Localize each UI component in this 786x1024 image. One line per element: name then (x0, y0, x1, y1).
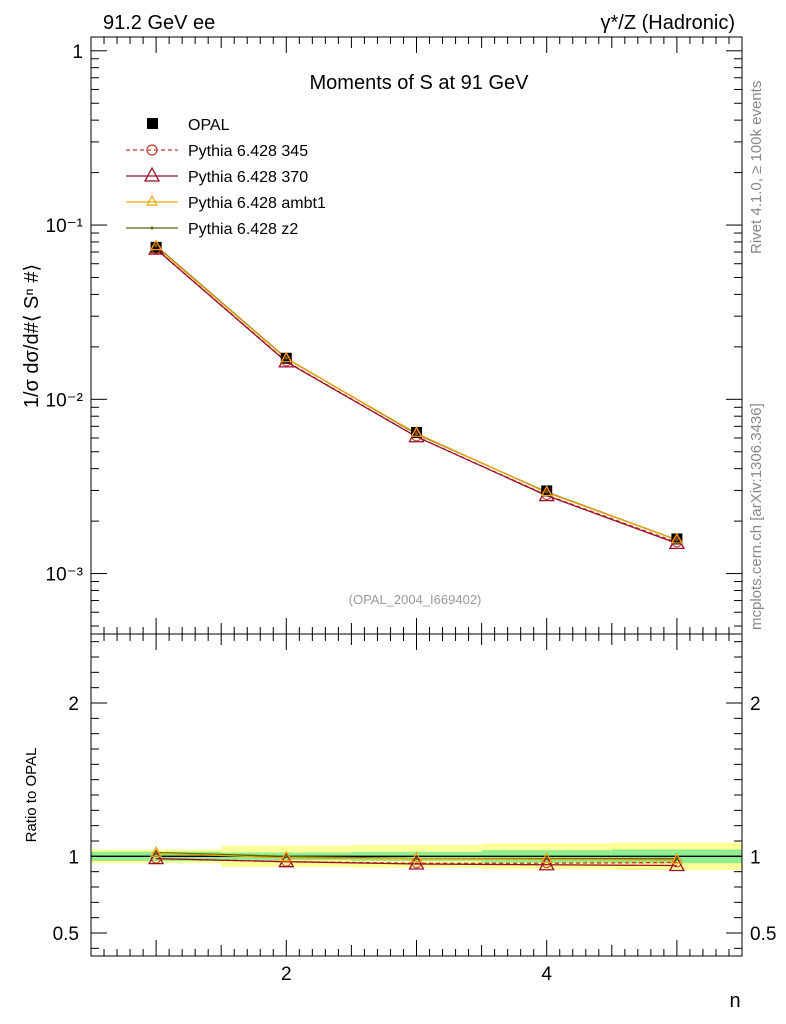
legend-item-p345: Pythia 6.428 345 (126, 143, 308, 160)
ratio-z2-point (415, 857, 418, 861)
legend-label-ambt1: Pythia 6.428 ambt1 (188, 195, 326, 212)
header-right: γ*/Z (Hadronic) (601, 12, 735, 34)
header-left: 91.2 GeV ee (103, 12, 215, 34)
legend: OPAL Pythia 6.428 345 Pythia 6.428 370 P… (126, 117, 326, 238)
ratio-y-tick-label-right: 2 (750, 694, 761, 715)
series-line-ambt1 (155, 246, 678, 541)
ratio-ambt1-point (540, 852, 553, 864)
ratio-y-tick-label-right: 1 (750, 847, 761, 868)
ambt1-point (410, 426, 423, 437)
ratio-p370-point (148, 849, 165, 865)
ratio-z2-point (675, 857, 679, 861)
ratio-y-tick-label: 0.5 (53, 924, 79, 945)
ratio-panel: 0.5 0.5 1 1 2 2 2 4 Ratio to OPAL n (23, 633, 776, 1012)
legend-label-z2: Pythia 6.428 z2 (188, 221, 298, 238)
x-tick-label: 2 (281, 964, 292, 985)
legend-marker-p345 (146, 144, 158, 156)
ratio-ambt1-point (280, 850, 293, 862)
x-axis-label: n (729, 990, 740, 1012)
legend-marker-ambt1 (145, 194, 159, 206)
ratio-p370-point (408, 854, 425, 870)
p370-point (408, 427, 425, 443)
legend-item-ambt1: Pythia 6.428 ambt1 (126, 194, 326, 212)
legend-item-z2: Pythia 6.428 z2 (126, 221, 298, 238)
ratio-p370-point (278, 852, 295, 868)
z2-point (415, 432, 418, 436)
ratio-frame (90, 633, 743, 957)
opal-point (150, 241, 162, 253)
rivet-label: Rivet 4.1.0, ≥ 100k events (748, 81, 765, 254)
p370-point (538, 486, 555, 502)
legend-item-opal: OPAL (147, 117, 230, 134)
main-y-tick-label: 10⁻¹ (46, 216, 84, 237)
watermark: (OPAL_2004_I669402) (349, 592, 482, 607)
ratio-y-tick-label: 2 (68, 694, 79, 715)
ratio-z2-point (545, 857, 549, 861)
ratio-z2-point (284, 854, 288, 858)
z2-point (545, 490, 549, 494)
z2-point (154, 244, 158, 248)
legend-marker-p370 (143, 166, 161, 182)
ratio-ambt1-point (670, 852, 683, 864)
legend-label-opal: OPAL (188, 117, 230, 134)
legend-label-p370: Pythia 6.428 370 (188, 169, 308, 186)
legend-marker-z2 (150, 226, 154, 230)
p370-point (668, 534, 685, 550)
x-tick-label: 4 (541, 964, 552, 985)
z2-point (675, 538, 679, 542)
mcplots-label: mcplots.cern.ch [arXiv:1306.3436] (748, 403, 765, 630)
ambt1-point (150, 239, 163, 251)
main-y-tick-label: 10⁻³ (46, 565, 84, 586)
series-line-z2 (155, 245, 678, 541)
chart-title: Moments of S at 91 GeV (310, 72, 530, 94)
ambt1-point (670, 532, 683, 544)
ratio-z2-point (154, 851, 158, 854)
legend-item-p370: Pythia 6.428 370 (126, 166, 308, 186)
ambt1-point (540, 485, 553, 497)
ratio-y-tick-label-right: 0.5 (750, 924, 776, 945)
legend-marker-opal (147, 118, 158, 129)
main-panel: 1 10⁻¹ 10⁻² 10⁻³ Moments of S at 91 GeV 1/σ… (21, 36, 743, 635)
ratio-y-label: Ratio to OPAL (23, 748, 40, 843)
ambt1-point (280, 351, 293, 363)
p370-point (278, 352, 295, 368)
ratio-p370-point (668, 856, 685, 872)
ratio-ambt1-point (410, 851, 423, 863)
legend-label-p345: Pythia 6.428 345 (188, 143, 308, 160)
ratio-y-tick-label: 1 (68, 847, 79, 868)
series-line-p345 (155, 248, 678, 543)
main-y-tick-label: 1 (72, 42, 83, 63)
ratio-line-p370 (156, 857, 677, 867)
ratio-ambt1-point (150, 846, 163, 857)
z2-point (284, 356, 288, 360)
main-y-label: 1/σ dσ/d#⟨ Sⁿ #⟩ (21, 264, 43, 408)
main-y-tick-label: 10⁻² (46, 390, 84, 411)
ratio-p370-point (538, 855, 555, 871)
series-line-p370 (155, 248, 678, 545)
